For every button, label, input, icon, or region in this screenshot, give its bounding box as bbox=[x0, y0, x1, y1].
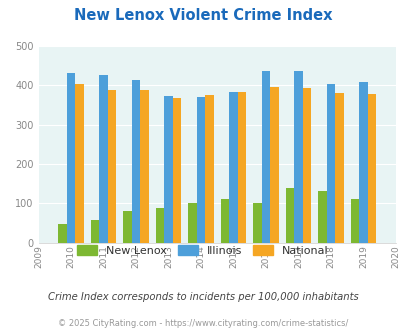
Bar bbox=[294, 71, 302, 243]
Text: New Lenox Violent Crime Index: New Lenox Violent Crime Index bbox=[74, 8, 331, 23]
Bar bbox=[269, 87, 278, 243]
Text: Crime Index corresponds to incidents per 100,000 inhabitants: Crime Index corresponds to incidents per… bbox=[47, 292, 358, 302]
Bar bbox=[334, 93, 343, 243]
Bar bbox=[358, 82, 367, 243]
Bar bbox=[205, 95, 213, 243]
Bar bbox=[140, 90, 148, 243]
Bar bbox=[229, 92, 237, 243]
Bar bbox=[220, 199, 229, 243]
Bar bbox=[67, 73, 75, 243]
Bar bbox=[99, 75, 107, 243]
Bar bbox=[172, 98, 181, 243]
Bar bbox=[107, 90, 116, 243]
Bar bbox=[132, 80, 140, 243]
Bar bbox=[302, 88, 310, 243]
Bar bbox=[261, 71, 269, 243]
Bar bbox=[188, 203, 196, 243]
Bar bbox=[164, 96, 172, 243]
Bar bbox=[237, 92, 245, 243]
Bar bbox=[367, 94, 375, 243]
Bar bbox=[318, 191, 326, 243]
Bar bbox=[350, 199, 358, 243]
Bar bbox=[253, 203, 261, 243]
Bar bbox=[58, 224, 67, 243]
Text: © 2025 CityRating.com - https://www.cityrating.com/crime-statistics/: © 2025 CityRating.com - https://www.city… bbox=[58, 319, 347, 328]
Bar bbox=[156, 208, 164, 243]
Bar bbox=[91, 220, 99, 243]
Bar bbox=[326, 83, 334, 243]
Bar bbox=[75, 84, 83, 243]
Legend: New Lenox, Illinois, National: New Lenox, Illinois, National bbox=[72, 241, 333, 260]
Bar bbox=[196, 97, 205, 243]
Bar bbox=[285, 188, 294, 243]
Bar bbox=[123, 211, 132, 243]
